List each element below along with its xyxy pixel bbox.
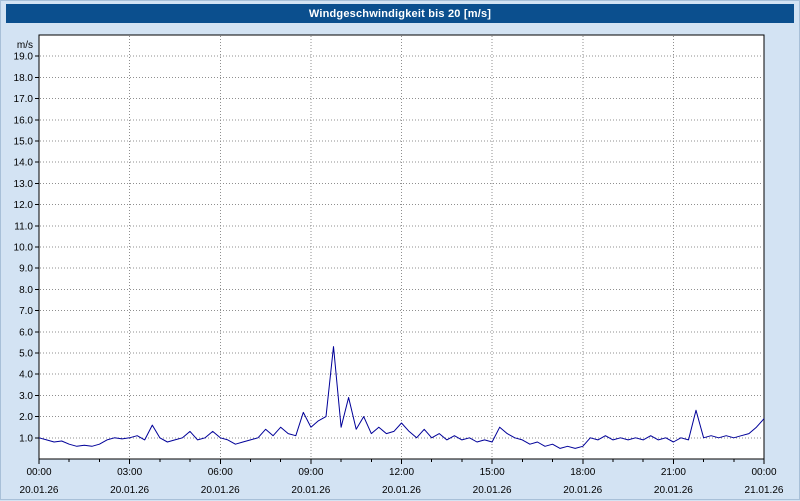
y-tick-label: 10.0 (14, 243, 34, 254)
y-tick-label: 15.0 (14, 137, 34, 148)
x-date-label: 20.01.26 (473, 485, 512, 496)
y-tick-label: 6.0 (19, 327, 33, 338)
y-tick-label: 17.0 (14, 94, 34, 105)
y-tick-label: 16.0 (14, 115, 34, 126)
y-tick-label: 18.0 (14, 73, 34, 84)
wind-speed-line (38, 346, 765, 449)
x-tick-label: 18:00 (570, 467, 595, 478)
y-tick-label: 4.0 (19, 370, 33, 381)
chart-titlebar: Windgeschwindigkeit bis 20 [m/s] (6, 4, 794, 23)
x-date-label: 20.01.26 (20, 485, 59, 496)
y-axis-unit-label: m/s (17, 40, 33, 51)
y-tick-label: 19.0 (14, 52, 34, 63)
y-tick-label: 8.0 (19, 285, 33, 296)
y-tick-label: 7.0 (19, 306, 33, 317)
x-date-label: 20.01.26 (201, 485, 240, 496)
x-tick-label: 06:00 (208, 467, 233, 478)
y-tick-label: 1.0 (19, 433, 33, 444)
x-date-label: 20.01.26 (654, 485, 693, 496)
x-tick-label: 00:00 (26, 467, 51, 478)
x-date-label: 20.01.26 (291, 485, 330, 496)
x-tick-label: 21:00 (661, 467, 686, 478)
x-date-label: 20.01.26 (563, 485, 602, 496)
x-tick-label: 12:00 (389, 467, 414, 478)
y-tick-label: 5.0 (19, 349, 33, 360)
y-tick-label: 12.0 (14, 200, 34, 211)
y-tick-label: 13.0 (14, 179, 34, 190)
x-tick-label: 03:00 (117, 467, 142, 478)
y-tick-label: 11.0 (14, 221, 33, 232)
x-date-label: 20.01.26 (382, 485, 421, 496)
x-tick-label: 09:00 (298, 467, 323, 478)
y-tick-label: 2.0 (19, 412, 33, 423)
x-tick-label: 00:00 (751, 467, 776, 478)
x-date-label: 20.01.26 (110, 485, 149, 496)
y-tick-label: 3.0 (19, 391, 33, 402)
x-date-label: 21.01.26 (745, 485, 784, 496)
y-tick-label: 14.0 (14, 158, 34, 169)
y-tick-label: 9.0 (19, 264, 33, 275)
x-tick-label: 15:00 (480, 467, 505, 478)
chart-title: Windgeschwindigkeit bis 20 [m/s] (308, 7, 492, 20)
